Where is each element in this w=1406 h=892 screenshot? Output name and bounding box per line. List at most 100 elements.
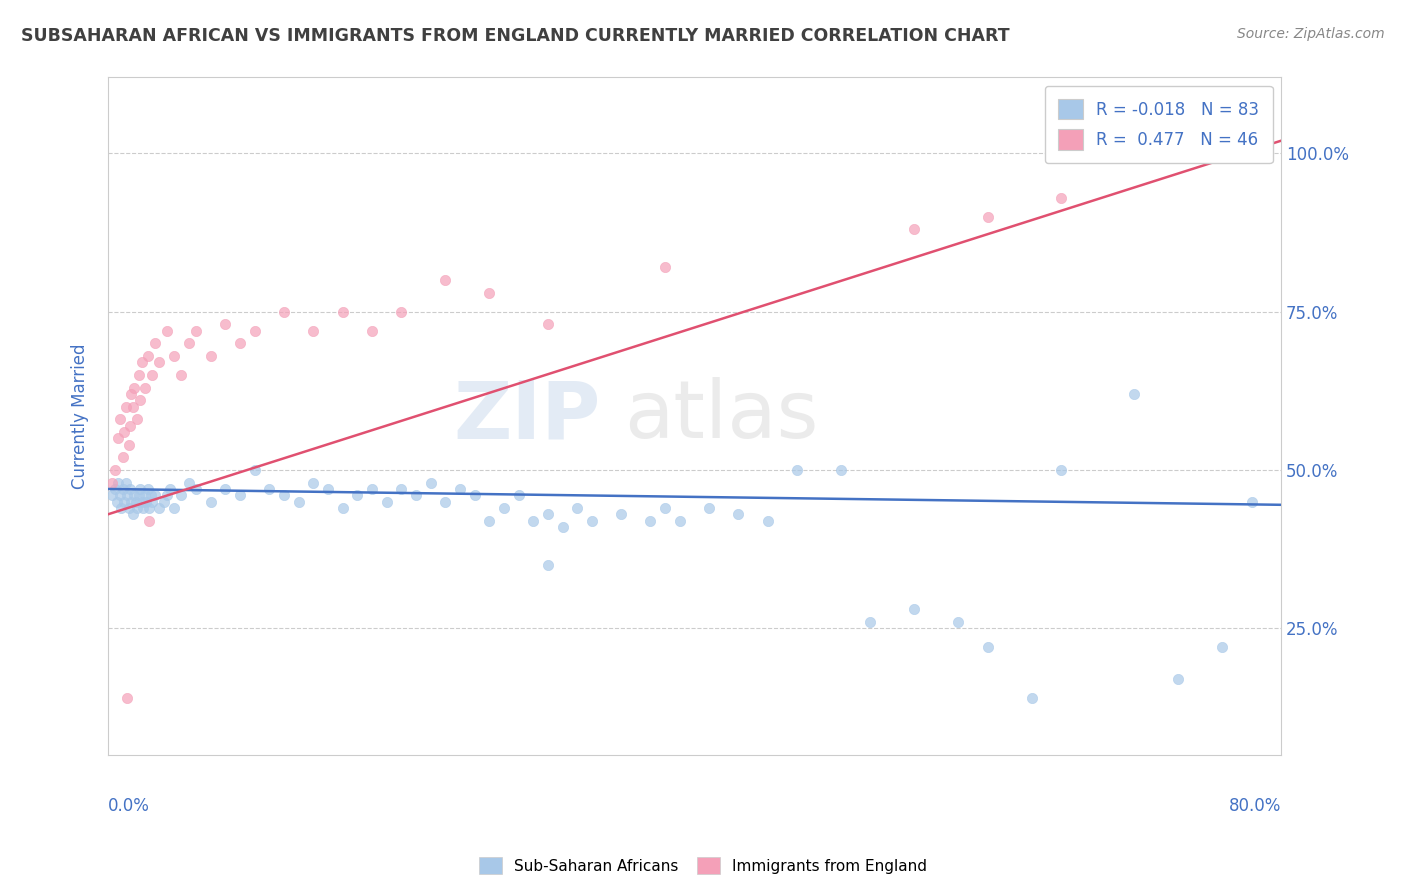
Point: [977, 210, 1000, 224]
Point: [405, 488, 427, 502]
Point: [419, 475, 441, 490]
Point: [1050, 463, 1073, 477]
Point: [581, 514, 603, 528]
Point: [143, 488, 166, 502]
Point: [148, 500, 170, 515]
Point: [287, 494, 309, 508]
Point: [108, 488, 131, 502]
Point: [229, 336, 252, 351]
Point: [434, 273, 457, 287]
Point: [104, 482, 127, 496]
Point: [316, 482, 339, 496]
Point: [1211, 640, 1233, 655]
Point: [156, 488, 179, 502]
Point: [669, 514, 692, 528]
Point: [105, 494, 128, 508]
Point: [1240, 128, 1263, 142]
Point: [128, 488, 150, 502]
Point: [115, 488, 138, 502]
Point: [302, 324, 325, 338]
Point: [114, 400, 136, 414]
Text: 80.0%: 80.0%: [1229, 797, 1281, 814]
Point: [654, 500, 676, 515]
Point: [120, 494, 142, 508]
Point: [128, 368, 150, 382]
Point: [139, 488, 162, 502]
Point: [127, 412, 149, 426]
Point: [389, 482, 412, 496]
Point: [127, 500, 149, 515]
Point: [273, 488, 295, 502]
Point: [697, 500, 720, 515]
Point: [756, 514, 779, 528]
Point: [117, 500, 139, 515]
Point: [131, 494, 153, 508]
Point: [131, 355, 153, 369]
Point: [389, 304, 412, 318]
Point: [243, 463, 266, 477]
Point: [134, 381, 156, 395]
Point: [136, 482, 159, 496]
Point: [134, 488, 156, 502]
Point: [1050, 191, 1073, 205]
Point: [129, 393, 152, 408]
Point: [200, 349, 222, 363]
Point: [114, 475, 136, 490]
Point: [170, 368, 193, 382]
Legend: Sub-Saharan Africans, Immigrants from England: Sub-Saharan Africans, Immigrants from En…: [472, 851, 934, 880]
Point: [117, 437, 139, 451]
Point: [118, 418, 141, 433]
Point: [449, 482, 471, 496]
Point: [125, 494, 148, 508]
Point: [112, 494, 135, 508]
Point: [111, 450, 134, 465]
Point: [163, 349, 186, 363]
Point: [101, 488, 124, 502]
Point: [184, 324, 207, 338]
Point: [170, 488, 193, 502]
Point: [537, 558, 560, 572]
Point: [522, 514, 544, 528]
Point: [122, 400, 145, 414]
Point: [143, 336, 166, 351]
Point: [156, 324, 179, 338]
Point: [727, 508, 749, 522]
Point: [508, 488, 530, 502]
Point: [152, 494, 174, 508]
Point: [108, 412, 131, 426]
Point: [478, 514, 501, 528]
Point: [177, 336, 200, 351]
Point: [122, 508, 145, 522]
Point: [478, 285, 501, 300]
Text: atlas: atlas: [624, 377, 818, 455]
Point: [332, 500, 354, 515]
Point: [464, 488, 486, 502]
Point: [177, 475, 200, 490]
Point: [537, 508, 560, 522]
Point: [567, 500, 589, 515]
Point: [302, 475, 325, 490]
Text: Source: ZipAtlas.com: Source: ZipAtlas.com: [1237, 27, 1385, 41]
Point: [214, 318, 236, 332]
Point: [640, 514, 662, 528]
Point: [1123, 387, 1146, 401]
Text: ZIP: ZIP: [453, 377, 600, 455]
Point: [129, 482, 152, 496]
Point: [148, 355, 170, 369]
Point: [184, 482, 207, 496]
Point: [124, 381, 146, 395]
Point: [551, 520, 574, 534]
Point: [118, 482, 141, 496]
Legend: R = -0.018   N = 83, R =  0.477   N = 46: R = -0.018 N = 83, R = 0.477 N = 46: [1045, 86, 1272, 163]
Point: [200, 494, 222, 508]
Point: [1153, 146, 1175, 161]
Point: [138, 500, 160, 515]
Point: [610, 508, 633, 522]
Point: [104, 463, 127, 477]
Point: [332, 304, 354, 318]
Point: [948, 615, 970, 629]
Point: [243, 324, 266, 338]
Point: [163, 500, 186, 515]
Point: [537, 318, 560, 332]
Point: [111, 482, 134, 496]
